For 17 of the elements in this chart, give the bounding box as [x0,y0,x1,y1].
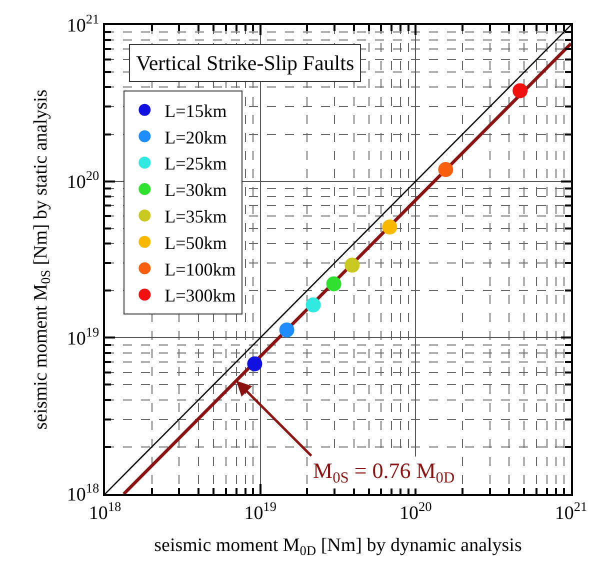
legend-label: L=20km [164,127,227,148]
legend-label: L=35km [164,206,227,226]
y-tick-label: 10$^{21}$ [66,12,100,37]
x-tick-label: 10$^{20}$ [400,498,432,524]
legend-label: L=30km [164,180,227,200]
legend-label: L=300km [164,286,236,306]
legend-label: L=50km [164,232,227,253]
x-axis-title: seismic moment M$_{0D}$ [Nm] by dynamic analysis [154,535,522,558]
x-tick-label: 10$^{19}$ [244,498,277,524]
legend-label: L=25km [164,154,227,174]
text: Vertical Strike-Slip Faults [136,51,354,75]
y-tick-label: 10$^{19}$ [66,324,100,350]
legend-label: L=100km [164,259,236,280]
legend-label: L=15km [164,100,227,121]
y-tick-label: 10$^{20}$ [66,168,100,193]
x-tick-label: 10$^{21}$ [554,498,588,524]
annotation: M$_{0S}$ = 0.76 M$_{0D}$ [313,458,455,487]
